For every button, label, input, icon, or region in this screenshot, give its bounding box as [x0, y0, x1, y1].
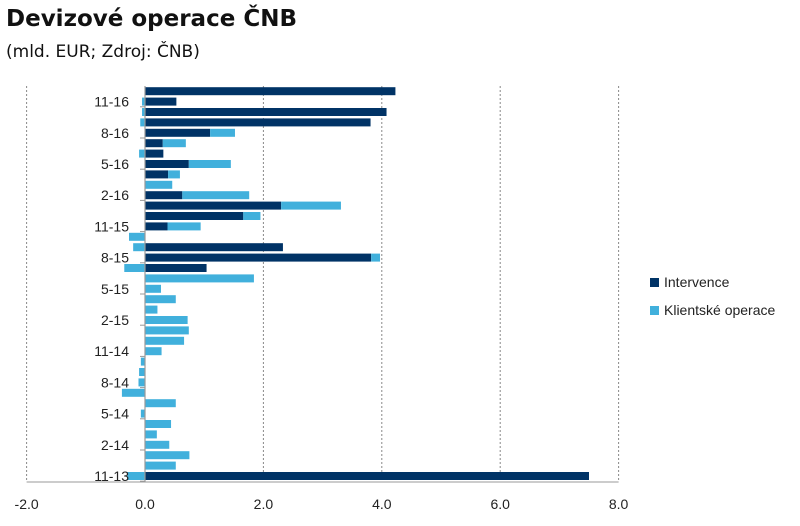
bar-intervence-7-15: [145, 264, 207, 272]
bar-klientske-6-16: [139, 149, 145, 158]
bar-klientske-11-16: [142, 97, 145, 106]
bar-klientske-4-16: [168, 170, 180, 179]
y-tick-label: 5-14: [101, 406, 129, 422]
bar-intervence-7-16: [145, 139, 163, 148]
bar-intervence-11-13: [145, 472, 589, 480]
bar-klientske-9-14: [139, 368, 145, 376]
legend-label: Klientské operace: [664, 302, 776, 318]
bar-intervence-11-16: [145, 97, 177, 106]
bar-klientske-10-14: [140, 357, 145, 366]
bar-klientske-6-15: [145, 274, 254, 283]
bar-klientske-4-14: [145, 420, 172, 428]
legend-swatch: [650, 278, 659, 287]
y-tick-label: 8-15: [101, 250, 129, 266]
bar-intervence-10-16: [145, 108, 387, 116]
bar-klientske-1-16: [281, 201, 341, 210]
bar-klientske-1-15: [145, 326, 189, 335]
bar-klientske-11-14: [145, 347, 162, 356]
bar-klientske-12-13: [145, 461, 176, 470]
bar-klientske-8-14: [138, 378, 145, 387]
y-tick-label: 2-14: [101, 437, 129, 453]
bar-intervence-11-15: [145, 222, 168, 231]
legend-swatch: [650, 306, 659, 315]
legend-label: Intervence: [664, 274, 730, 290]
bar-intervence-2-16: [145, 191, 183, 200]
y-tick-label: 8-14: [101, 374, 129, 390]
bar-klientske-7-16: [162, 139, 186, 148]
bar-klientske-2-15: [145, 316, 188, 324]
chart-title: Devizové operace ČNB: [6, 6, 297, 32]
bar-klientske-8-16: [210, 128, 235, 137]
y-tick-label: 11-14: [94, 343, 129, 359]
bar-klientske-3-16: [145, 180, 173, 189]
bar-klientske-10-16: [142, 108, 145, 116]
bar-intervence-12-15: [145, 212, 244, 220]
y-tick-label: 11-15: [94, 218, 129, 234]
bar-klientske-6-14: [145, 399, 176, 408]
bar-klientske-7-14: [121, 388, 145, 397]
bar-klientske-8-15: [371, 253, 381, 262]
bar-klientske-11-15: [167, 222, 201, 231]
y-tick-label: 2-15: [101, 312, 129, 328]
bar-intervence-1-16: [145, 201, 282, 210]
y-tick-label: 8-16: [101, 125, 129, 141]
chart-subtitle: (mld. EUR; Zdroj: ČNB): [6, 42, 200, 62]
bar-intervence-4-16: [145, 170, 169, 179]
bar-klientske-3-15: [145, 305, 158, 314]
bar-klientske-3-14: [145, 430, 157, 439]
bar-klientske-4-15: [145, 295, 176, 304]
bar-intervence-9-16: [145, 118, 371, 127]
bar-klientske-9-15: [133, 243, 145, 252]
x-tick-label: -2.0: [15, 496, 39, 512]
bar-intervence-8-15: [145, 253, 372, 262]
y-tick-label: 2-16: [101, 187, 129, 203]
bar-klientske-5-15: [145, 284, 161, 293]
bar-klientske-5-16: [188, 160, 231, 168]
x-tick-label: 4.0: [372, 496, 392, 512]
bar-klientske-9-16: [140, 118, 145, 127]
y-tick-label: 11-16: [94, 94, 129, 110]
bar-klientske-2-14: [145, 440, 170, 449]
y-tick-label: 5-15: [101, 281, 129, 297]
bar-intervence-9-15: [145, 243, 283, 252]
y-tick-label: 11-13: [94, 468, 129, 484]
bar-intervence-6-16: [145, 149, 164, 158]
x-tick-label: 0.0: [135, 496, 155, 512]
bar-klientske-7-15: [124, 264, 145, 272]
bar-klientske-5-14: [140, 409, 145, 418]
bar-klientske-12-14: [145, 336, 185, 345]
y-tick-label: 5-16: [101, 156, 129, 172]
bar-klientske-1-14: [145, 451, 190, 460]
bar-intervence-8-16: [145, 128, 211, 137]
x-tick-label: 8.0: [609, 496, 629, 512]
bar-klientske-2-16: [182, 191, 250, 200]
x-tick-label: 2.0: [254, 496, 274, 512]
bar-klientske-10-15: [129, 232, 145, 241]
bar-intervence-5-16: [145, 160, 189, 168]
bar-intervence-12-16: [145, 87, 396, 96]
bar-klientske-11-13: [127, 472, 145, 480]
bar-klientske-12-15: [243, 212, 261, 220]
x-tick-label: 6.0: [490, 496, 510, 512]
